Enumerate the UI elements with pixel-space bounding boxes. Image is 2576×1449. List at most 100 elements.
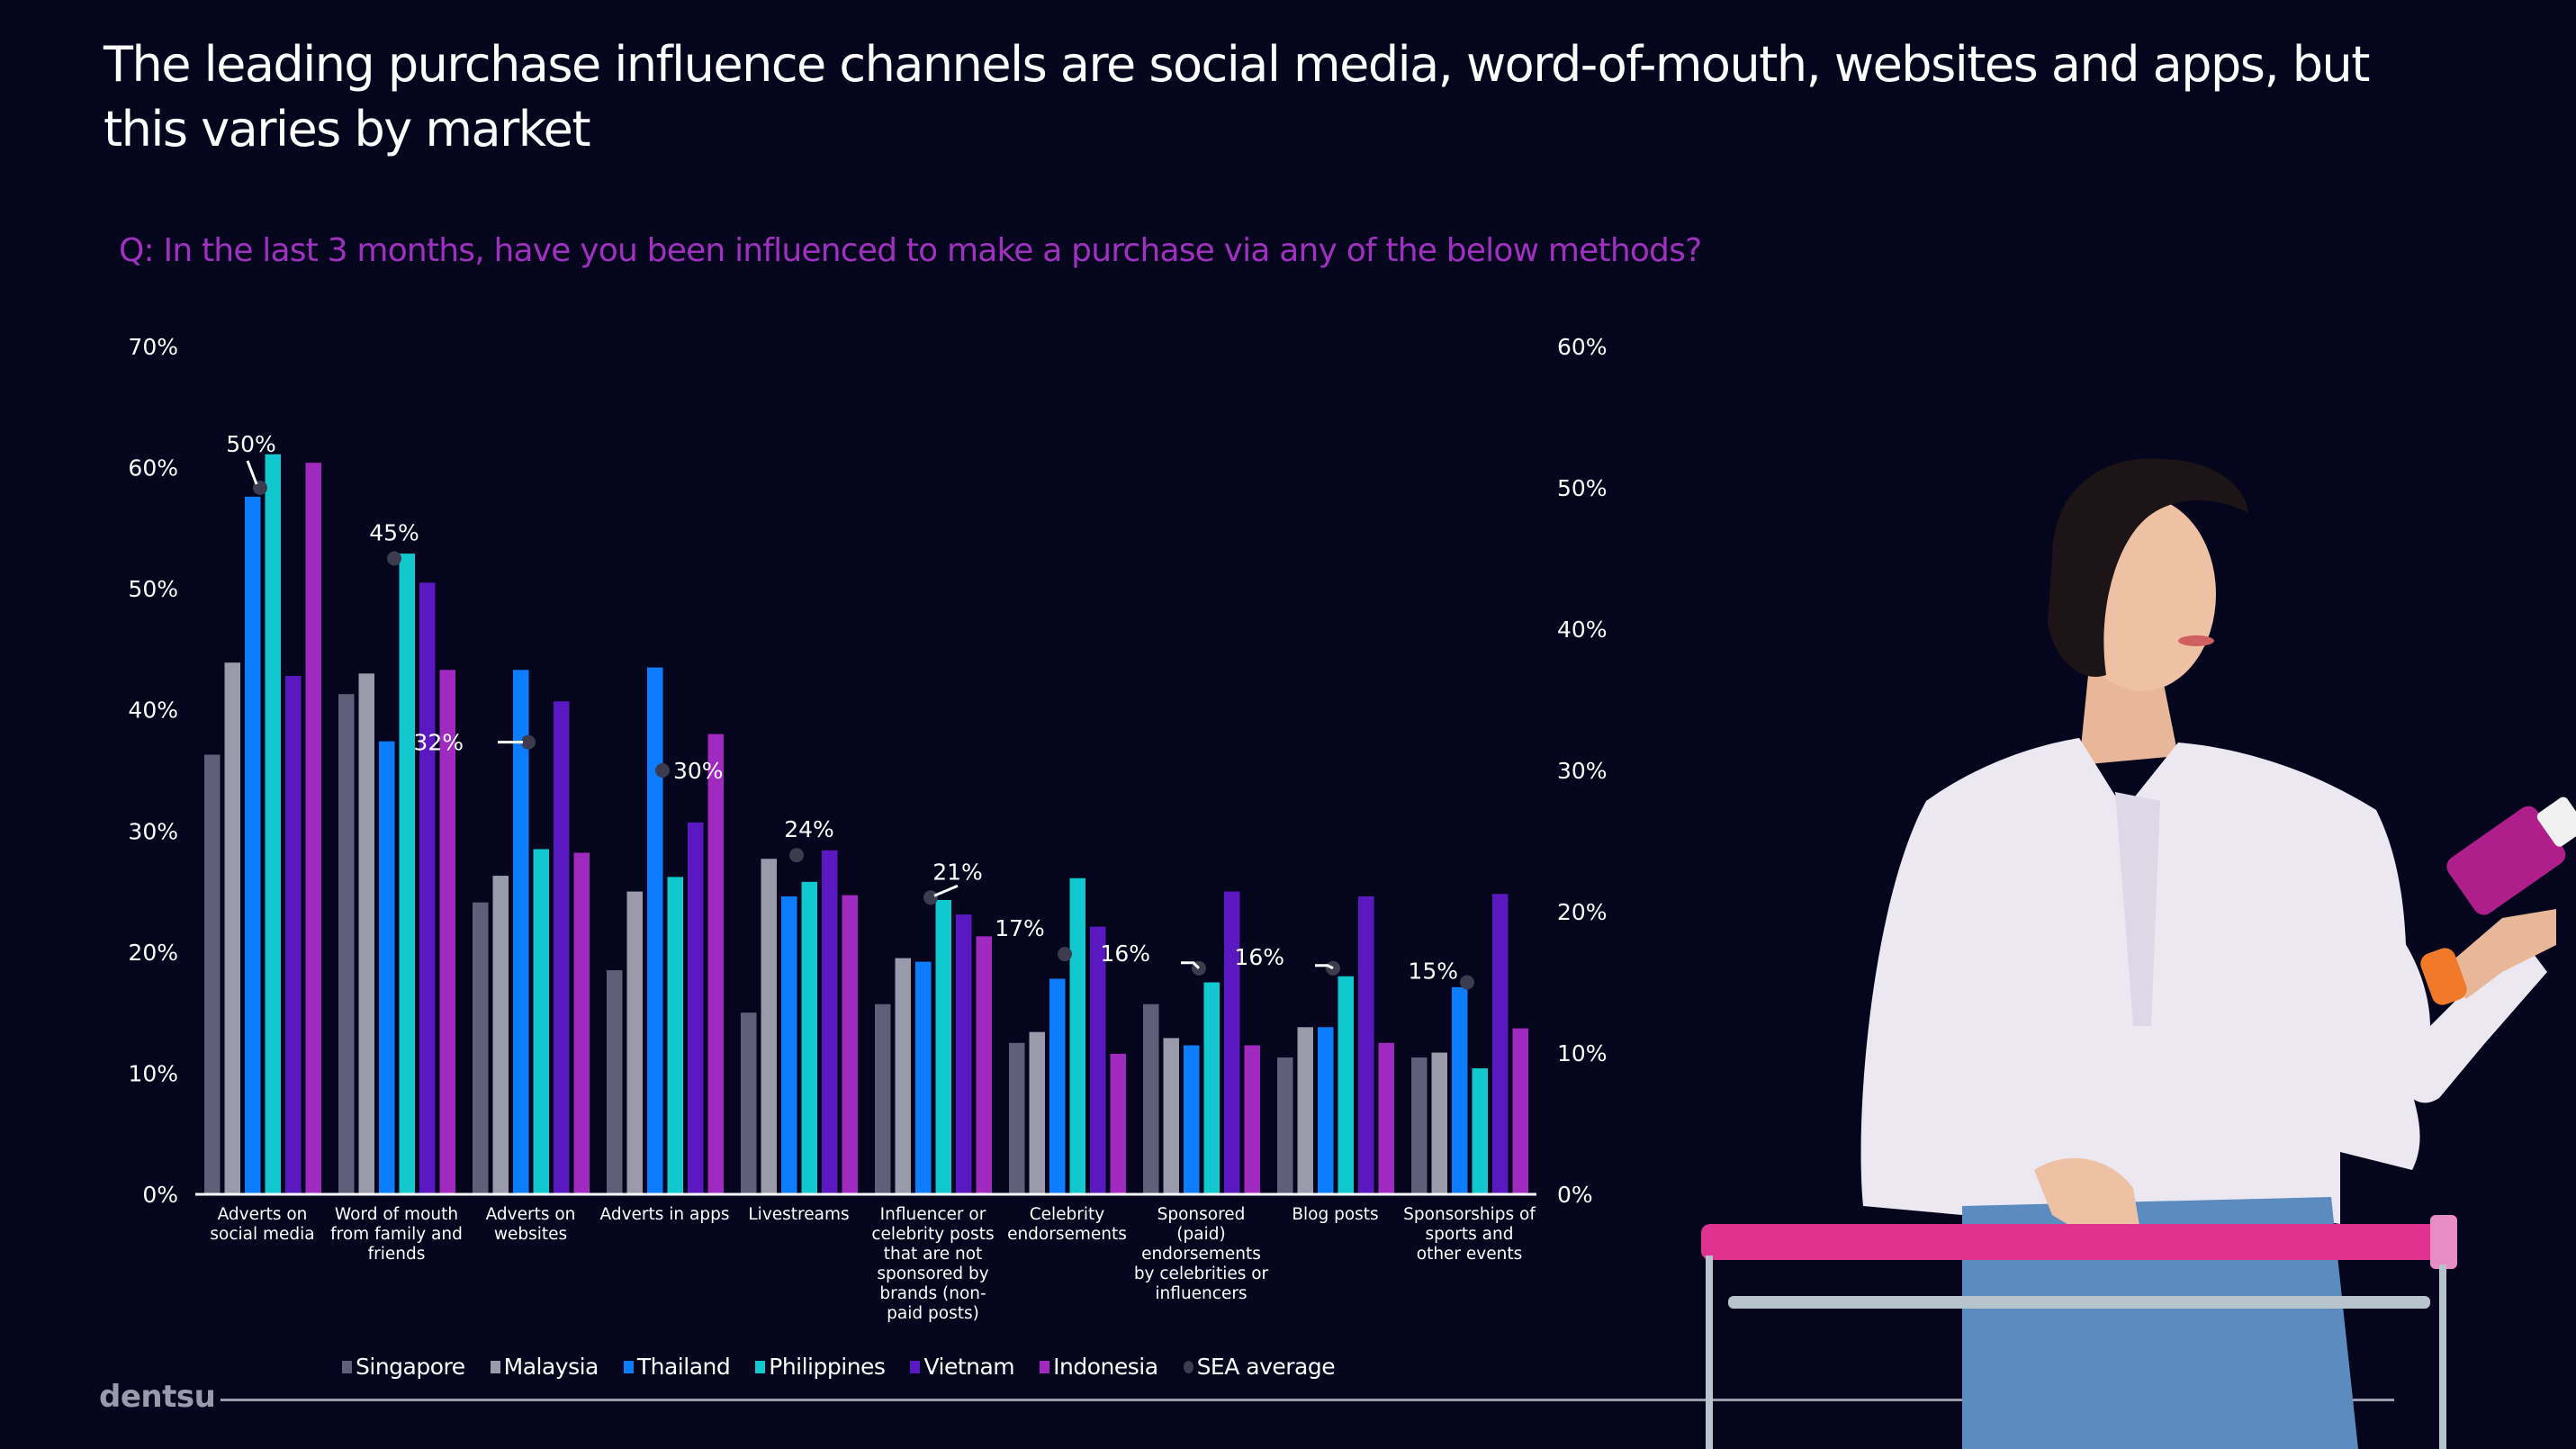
bar-thailand <box>647 667 663 1194</box>
sea-average-label: 30% <box>673 758 724 784</box>
bar-malaysia <box>895 958 911 1194</box>
legend-swatch <box>910 1360 921 1373</box>
bar-thailand <box>513 670 529 1194</box>
category-label: Adverts on websites <box>486 1205 576 1244</box>
sea-average-label: 45% <box>369 520 419 546</box>
bar-vietnam <box>822 850 838 1194</box>
slide-title: The leading purchase influence channels … <box>104 36 2370 158</box>
survey-question: Q: In the last 3 months, have you been i… <box>119 232 1702 269</box>
bar-philippines <box>801 881 817 1194</box>
category-labels: Adverts on social media Word of mouth from … <box>210 1205 1536 1323</box>
y-tick-label-left: 70% <box>128 334 178 360</box>
category-label: Adverts on social media <box>210 1205 314 1244</box>
category-label: Livestreams <box>748 1205 849 1224</box>
bar-vietnam <box>554 701 570 1194</box>
bar-indonesia <box>1244 1045 1260 1194</box>
bar-indonesia <box>1378 1042 1394 1194</box>
bar-malaysia <box>1431 1052 1447 1194</box>
legend-swatch <box>490 1360 500 1373</box>
bar-thailand <box>1049 978 1066 1194</box>
category-label: Word of mouth from family and friends <box>330 1205 463 1264</box>
bar-singapore <box>875 1004 891 1194</box>
sea-average-dot <box>789 848 804 863</box>
bar-indonesia <box>1110 1053 1126 1194</box>
legend-label: Philippines <box>769 1354 886 1380</box>
bar-philippines <box>1338 976 1354 1194</box>
sea-average-label: 32% <box>413 730 464 756</box>
y-tick-label-right: 30% <box>1557 758 1608 784</box>
legend-label: Vietnam <box>923 1354 1015 1380</box>
legend-swatch <box>755 1360 766 1373</box>
bar-vietnam <box>1224 891 1240 1194</box>
sea-average-dot <box>1058 947 1072 962</box>
bar-thailand <box>781 896 797 1194</box>
category-label: Sponsored (paid) endorsements by celebritie… <box>1134 1205 1269 1303</box>
category-label: Celebrity endorsements <box>1007 1205 1127 1244</box>
photo-watch <box>2420 948 2467 1005</box>
sea-average-dot <box>387 551 401 566</box>
bar-thailand <box>1318 1027 1334 1194</box>
photo-lips <box>2178 635 2214 646</box>
y-tick-label-left: 50% <box>128 576 178 602</box>
bar-vietnam <box>1358 896 1374 1194</box>
leader-line <box>246 460 258 485</box>
sea-average-label: 17% <box>995 915 1045 941</box>
bars <box>204 454 1528 1195</box>
bar-philippines <box>935 899 951 1194</box>
sea-average-label: 16% <box>1100 940 1150 967</box>
photo-cart-rail <box>1728 1296 2430 1309</box>
bar-indonesia <box>439 670 455 1194</box>
photo-shirt-placket <box>2115 792 2160 1026</box>
photo-cart-handle-end <box>2430 1215 2457 1269</box>
bar-indonesia <box>573 852 590 1194</box>
bar-philippines <box>667 877 683 1194</box>
bar-singapore <box>1277 1057 1293 1194</box>
bar-philippines <box>533 849 549 1194</box>
legend-item-singapore: Singapore <box>342 1354 465 1380</box>
bar-vietnam <box>285 676 302 1194</box>
y-tick-label-left: 30% <box>128 818 178 844</box>
legend-item-sea-average: SEA average <box>1183 1354 1336 1380</box>
bar-singapore <box>607 970 623 1194</box>
y-tick-label-right: 40% <box>1557 616 1608 643</box>
legend-swatch <box>1040 1360 1050 1373</box>
bar-malaysia <box>224 662 240 1194</box>
photo-hand <box>2439 909 2556 999</box>
legend-item-philippines: Philippines <box>755 1354 886 1380</box>
legend-swatch <box>1183 1360 1193 1373</box>
bar-malaysia <box>1163 1038 1179 1194</box>
bar-singapore <box>1009 1042 1025 1194</box>
bar-malaysia <box>1029 1031 1045 1194</box>
bar-philippines <box>1472 1068 1488 1194</box>
bar-chart: 0% 10% 20% 30% 40% 50% 60% 70% 0% 10% 20% 30% 40% 50… <box>128 334 1608 1323</box>
legend-item-thailand: Thailand <box>623 1354 731 1380</box>
bar-singapore <box>338 694 355 1194</box>
sea-average-dot <box>923 890 938 905</box>
bar-thailand <box>1184 1045 1200 1194</box>
photo-hair <box>2048 458 2248 677</box>
footer-divider <box>221 1399 2394 1401</box>
legend-item-vietnam: Vietnam <box>910 1354 1015 1380</box>
bar-malaysia <box>626 891 643 1194</box>
bar-malaysia <box>492 876 509 1194</box>
legend-label: Singapore <box>356 1354 465 1380</box>
y-tick-label-right: 50% <box>1557 475 1608 501</box>
bar-thailand <box>915 961 932 1194</box>
bar-singapore <box>1411 1057 1428 1194</box>
bar-malaysia <box>1297 1027 1313 1194</box>
y-axis-left: 0% 10% 20% 30% 40% 50% 60% 70% <box>128 334 178 1208</box>
y-tick-label-right: 20% <box>1557 899 1608 925</box>
photo-neck <box>2079 666 2178 765</box>
bar-malaysia <box>358 673 374 1194</box>
y-tick-label-right: 10% <box>1557 1040 1608 1066</box>
dentsu-logo: dentsu <box>99 1379 216 1415</box>
y-tick-label-left: 60% <box>128 455 178 482</box>
photo-cart-post-left <box>1706 1256 1713 1449</box>
photo-cart-post-right <box>2439 1264 2446 1449</box>
shopper-photo <box>1701 458 2576 1449</box>
legend-swatch <box>342 1360 352 1373</box>
bar-indonesia <box>976 936 992 1194</box>
photo-cart-handle <box>1701 1224 2448 1260</box>
legend-item-malaysia: Malaysia <box>490 1354 599 1380</box>
bar-singapore <box>1143 1004 1159 1194</box>
